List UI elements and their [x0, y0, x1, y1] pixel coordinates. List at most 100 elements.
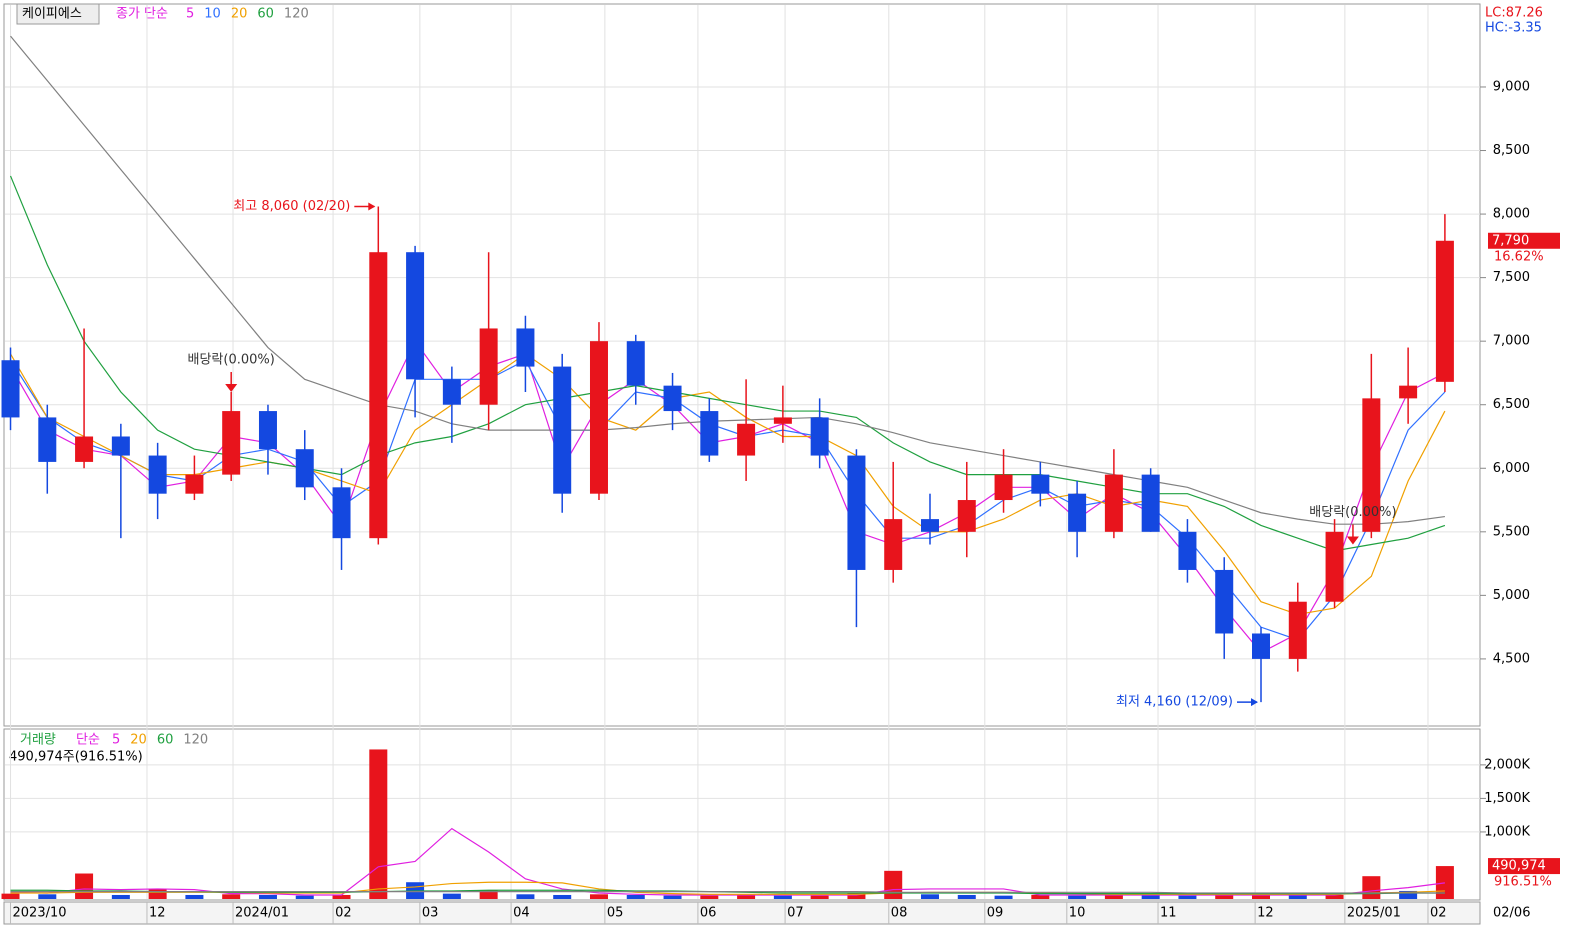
- volume-bar: [148, 888, 167, 899]
- volume-bar: [1068, 895, 1087, 899]
- volume-bar: [516, 894, 535, 899]
- candle-body: [737, 423, 756, 456]
- candle-body: [1141, 474, 1160, 532]
- date-strip: [3, 901, 1481, 925]
- volume-bar: [810, 895, 829, 899]
- legend-entry: 10: [204, 7, 221, 22]
- volume-bar: [75, 873, 94, 899]
- volume-bar: [1399, 890, 1418, 899]
- candle-body: [1068, 493, 1087, 532]
- volume-bar: [847, 892, 866, 899]
- stock-box[interactable]: [16, 3, 100, 25]
- ma-line: [9, 175, 1446, 552]
- volume-bar: [369, 749, 388, 899]
- candle-body: [1399, 385, 1418, 399]
- ma-line: [10, 891, 1445, 894]
- volume-bar: [442, 893, 461, 899]
- candle-body: [884, 519, 903, 570]
- candle-body: [38, 417, 57, 462]
- volume-bar: [1288, 894, 1307, 899]
- ma-line: [10, 35, 1445, 525]
- y-tick-label: 1,500K: [1484, 791, 1530, 806]
- candle-body: [148, 455, 167, 494]
- volume-bar: [1141, 894, 1160, 899]
- candle-body: [1, 360, 20, 418]
- candle-body: [516, 328, 535, 367]
- y-tick-label: 7,500: [1493, 270, 1530, 285]
- legend-entry: 20: [130, 733, 147, 748]
- legend-entry: 5: [112, 733, 120, 748]
- candle-body: [258, 411, 277, 450]
- x-tick-label: 10: [1069, 906, 1086, 921]
- volume-bar: [185, 894, 204, 899]
- annotation: 최저 4,160 (12/09): [1116, 695, 1233, 710]
- x-tick-label: 12: [149, 906, 166, 921]
- hc: HC:-3.35: [1485, 21, 1542, 36]
- candle-body: [810, 417, 829, 456]
- candle-body: [1031, 474, 1050, 494]
- volume-bar: [626, 894, 645, 899]
- legend-entry: 120: [183, 733, 208, 748]
- candle-body: [185, 474, 204, 494]
- volume-ma-title: 단순: [76, 733, 100, 748]
- x-tick-label: 05: [607, 906, 624, 921]
- y-tick-label: 5,500: [1493, 524, 1530, 539]
- annotation-head: [225, 384, 238, 393]
- legend-entry: 60: [257, 7, 274, 22]
- x-tick-label: 03: [422, 906, 439, 921]
- candle-body: [1104, 474, 1123, 532]
- ma-title: 종가 단순: [116, 7, 168, 22]
- ma-line: [10, 359, 1446, 641]
- legend-entry: 120: [284, 7, 309, 22]
- x-tick-label: 2025/01: [1347, 906, 1401, 921]
- x-tick-label: 07: [787, 906, 804, 921]
- lc: LC:87.26: [1485, 6, 1543, 21]
- volume-bar: [258, 894, 277, 899]
- ma-line: [9, 353, 1446, 616]
- y-tick-label: 4,500: [1493, 651, 1530, 666]
- x-tick-label: 08: [891, 906, 908, 921]
- last-volume-box: [1488, 858, 1560, 875]
- candle-body: [406, 252, 425, 380]
- last-volume: 490,974: [1492, 859, 1546, 874]
- volume-title: 거래량: [20, 733, 56, 748]
- stock-name: 케이피에스: [22, 7, 82, 22]
- candle-body: [295, 449, 314, 488]
- x-tick-label: 09: [987, 906, 1004, 921]
- annotation-head: [368, 202, 376, 211]
- candle-body: [111, 436, 130, 456]
- candle-body: [994, 474, 1013, 501]
- candle-body: [1325, 531, 1344, 602]
- volume-bar: [1435, 866, 1454, 899]
- candle-body: [663, 385, 682, 412]
- volume-panel: [3, 728, 1481, 901]
- candle-body: [773, 417, 792, 424]
- candle-body: [1288, 601, 1307, 659]
- legend-entry: 20: [231, 7, 248, 22]
- annotation-head: [1251, 698, 1259, 707]
- x-tick-label: 02: [335, 906, 352, 921]
- x-tick-label: 04: [513, 906, 530, 921]
- y-tick-label: 2,000K: [1484, 757, 1530, 772]
- candle-body: [553, 366, 572, 494]
- candle-body: [369, 252, 388, 539]
- x-tick-label: 2023/10: [13, 906, 67, 921]
- volume-bar: [1178, 895, 1197, 899]
- candle-body: [1215, 569, 1234, 634]
- volume-bar: [737, 894, 756, 899]
- volume-bar: [38, 894, 57, 899]
- x-tick-label: 2024/01: [235, 906, 289, 921]
- volume-bar: [553, 894, 572, 899]
- volume-bar: [884, 870, 903, 899]
- volume-bar: [773, 895, 792, 899]
- candle-body: [920, 519, 939, 532]
- y-tick-label: 9,000: [1493, 79, 1530, 94]
- y-tick-label: 7,000: [1493, 334, 1530, 349]
- volume-bar: [1362, 876, 1381, 899]
- y-tick-label: 6,000: [1493, 461, 1530, 476]
- candle-body: [847, 455, 866, 570]
- x-tick-label: 02: [1430, 906, 1447, 921]
- candle-body: [957, 500, 976, 532]
- volume-bar: [1104, 892, 1123, 899]
- candle-body: [332, 487, 351, 539]
